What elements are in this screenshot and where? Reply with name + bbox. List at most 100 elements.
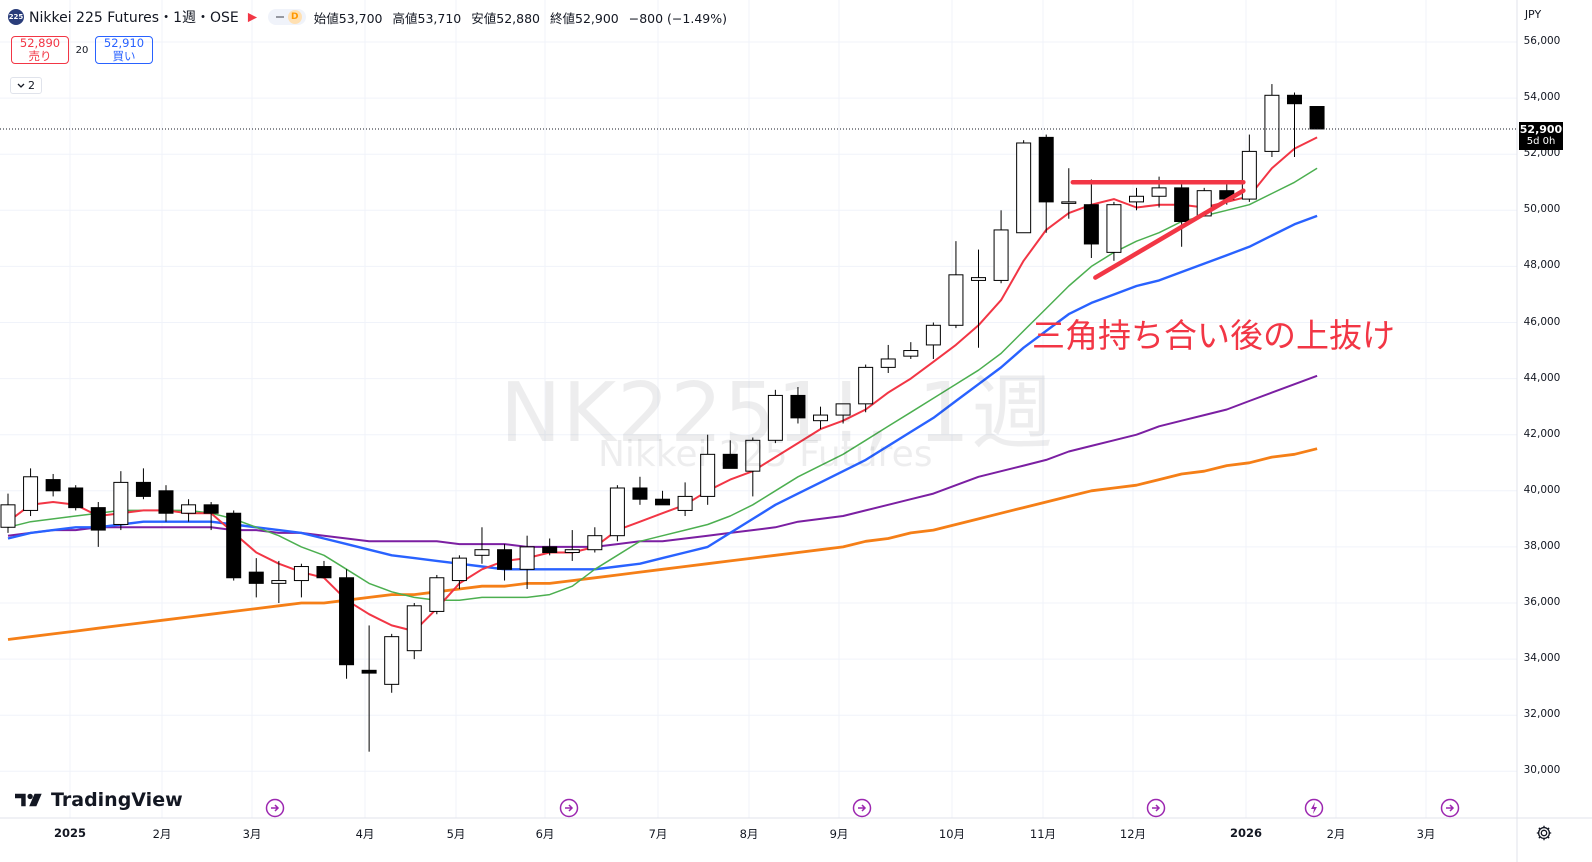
chevron-down-icon	[17, 83, 25, 88]
high-value: 53,710	[417, 10, 462, 26]
candle-up	[1129, 187, 1144, 211]
candle-body	[90, 507, 106, 531]
tradingview-logo-text: TradingView	[51, 789, 183, 811]
candle-body	[1129, 195, 1144, 203]
candle-body	[519, 546, 535, 570]
candle-body	[767, 394, 783, 441]
candle-up	[993, 210, 1009, 284]
candlestick-series	[0, 84, 1325, 752]
candle-body	[181, 504, 197, 514]
dividend-event-icon[interactable]	[852, 798, 872, 818]
candle-body	[925, 324, 941, 346]
candle-body	[135, 481, 151, 497]
chart-grid	[0, 0, 1517, 818]
data-status-pill[interactable]: D	[267, 9, 306, 25]
candle-down	[655, 490, 671, 506]
candle-body	[474, 549, 490, 556]
sell-button[interactable]: 52,890 売り	[11, 36, 69, 64]
annotation-text[interactable]: 三角持ち合い後の上抜け	[1032, 316, 1395, 355]
price-scale-label: 32,000	[1523, 708, 1561, 721]
time-scale-label: 2月	[1326, 827, 1346, 841]
candle-body	[1309, 106, 1325, 130]
indicators-count: 2	[28, 79, 35, 92]
flag-icon[interactable]	[247, 12, 258, 23]
candle-body	[1241, 150, 1257, 200]
indicators-toggle-button[interactable]: 2	[10, 77, 42, 94]
price-scale-label: 42,000	[1523, 427, 1561, 440]
candle-body	[587, 535, 603, 551]
candle-down	[1083, 179, 1099, 258]
time-scale-label: 3月	[242, 827, 262, 841]
time-scale-label: 3月	[1416, 827, 1436, 841]
time-scale-label: 8月	[739, 827, 759, 841]
candle-body	[700, 453, 716, 497]
candle-body	[1083, 204, 1099, 245]
candle-up	[767, 389, 783, 444]
close-value: 52,900	[575, 10, 619, 26]
symbol-title[interactable]: Nikkei 225 Futures・1週・OSE	[29, 10, 239, 26]
time-scale-label: 12月	[1119, 827, 1147, 841]
candle-body	[564, 549, 580, 554]
candle-down	[542, 538, 558, 556]
price-scale-label: 34,000	[1523, 652, 1561, 665]
candle-body	[722, 453, 738, 469]
dividend-event-icon[interactable]	[1440, 798, 1460, 818]
candle-body	[542, 546, 558, 554]
candle-body	[1174, 187, 1190, 223]
lightning-event-icon[interactable]	[1304, 798, 1324, 818]
candle-body	[226, 512, 242, 579]
spread-value: 20	[75, 44, 89, 56]
high-label: 高値	[392, 10, 418, 26]
dividend-event-icon[interactable]	[265, 798, 285, 818]
settings-icon[interactable]	[1535, 824, 1553, 842]
time-scale-label: 9月	[829, 827, 849, 841]
watermark-ticker: NK2251!, 1週	[500, 366, 1054, 461]
candle-body	[1016, 142, 1032, 234]
candle-body	[271, 580, 287, 584]
candle-down	[1286, 92, 1302, 158]
symbol-legend[interactable]: 225 Nikkei 225 Futures・1週・OSE D 始値53,700…	[8, 6, 727, 28]
dividend-event-icon[interactable]	[559, 798, 579, 818]
candle-up	[0, 493, 16, 533]
candle-down	[316, 560, 332, 579]
time-scale-label: 2026	[1229, 826, 1262, 840]
price-scale-label: 56,000	[1523, 35, 1561, 47]
candle-up	[429, 574, 445, 615]
candle-body	[23, 476, 39, 511]
candle-down	[632, 476, 648, 505]
moving-average-line	[7, 447, 1318, 641]
candle-body	[858, 366, 874, 405]
candle-body	[384, 636, 400, 685]
moving-average-line	[7, 374, 1318, 548]
candle-up	[971, 249, 987, 348]
candle-body	[361, 669, 377, 674]
candle-body	[203, 504, 219, 514]
candle-body	[0, 504, 16, 528]
buy-price: 52,910	[103, 36, 145, 50]
candle-body	[1106, 204, 1122, 253]
candle-body	[880, 358, 896, 368]
candle-up	[519, 535, 535, 589]
candle-up	[903, 342, 919, 359]
candle-up	[271, 560, 287, 603]
tradingview-logo[interactable]: TradingView	[14, 789, 183, 811]
currency-label[interactable]: JPY	[1524, 8, 1542, 21]
buy-button[interactable]: 52,910 買い	[95, 36, 153, 64]
time-scale-label: 4月	[355, 827, 375, 841]
buy-label: 買い	[112, 49, 136, 63]
dividend-event-icon[interactable]	[1146, 798, 1166, 818]
candle-up	[609, 485, 625, 542]
price-scale-label: 54,000	[1523, 91, 1561, 104]
bar-countdown: 5d 0h	[1526, 136, 1556, 147]
candle-body	[45, 479, 61, 492]
moving-average-line	[7, 136, 1318, 633]
candle-body	[790, 394, 806, 419]
trade-panel: 52,890 売り 20 52,910 買い	[11, 36, 153, 64]
candle-up	[587, 527, 603, 553]
candle-down	[248, 558, 264, 598]
candle-up	[835, 403, 851, 424]
candle-down	[722, 440, 738, 469]
price-scale-label: 30,000	[1523, 764, 1561, 777]
time-scale-label: 11月	[1029, 827, 1057, 841]
